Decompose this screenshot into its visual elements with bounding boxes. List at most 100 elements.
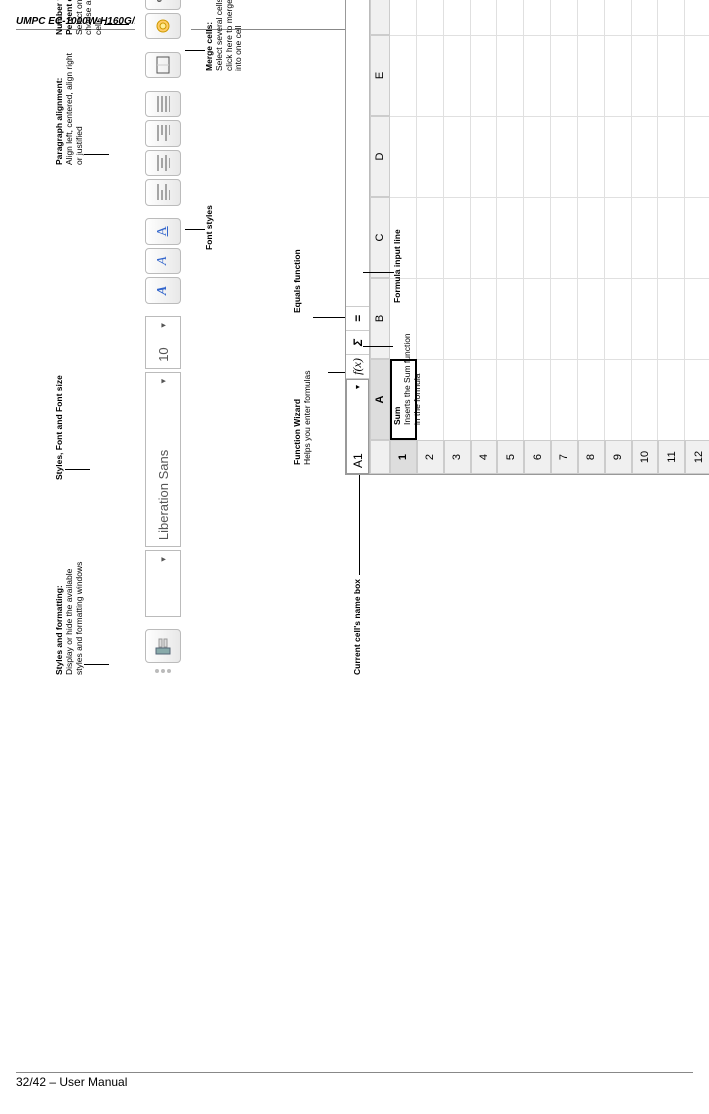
- cell[interactable]: [390, 0, 417, 35]
- row-header[interactable]: 10: [632, 440, 659, 474]
- merge-cells-button[interactable]: [145, 52, 181, 79]
- cell[interactable]: [524, 116, 551, 197]
- cell[interactable]: [417, 0, 444, 35]
- column-header[interactable]: C: [370, 197, 390, 278]
- cell[interactable]: [658, 359, 685, 440]
- cell[interactable]: [658, 116, 685, 197]
- cell[interactable]: [471, 197, 498, 278]
- cell[interactable]: [444, 0, 471, 35]
- cell[interactable]: [605, 197, 632, 278]
- row-header[interactable]: 4: [471, 440, 498, 474]
- column-header[interactable]: A: [370, 359, 390, 440]
- cell[interactable]: [632, 0, 659, 35]
- name-box[interactable]: A1▾: [346, 379, 369, 474]
- row-header[interactable]: 11: [658, 440, 685, 474]
- cell[interactable]: [685, 278, 709, 359]
- cell[interactable]: [632, 359, 659, 440]
- cell[interactable]: [471, 278, 498, 359]
- cell[interactable]: [444, 35, 471, 116]
- cell[interactable]: [497, 359, 524, 440]
- cell[interactable]: [632, 278, 659, 359]
- cell[interactable]: [685, 359, 709, 440]
- column-header[interactable]: F: [370, 0, 390, 35]
- cell[interactable]: [524, 359, 551, 440]
- cell[interactable]: [444, 116, 471, 197]
- cell[interactable]: [551, 0, 578, 35]
- cell[interactable]: [524, 35, 551, 116]
- function-wizard-button[interactable]: f(x): [346, 355, 369, 379]
- row-header[interactable]: 2: [417, 440, 444, 474]
- cell[interactable]: [578, 197, 605, 278]
- cell[interactable]: [551, 197, 578, 278]
- cell[interactable]: [632, 197, 659, 278]
- cell[interactable]: [685, 197, 709, 278]
- cell[interactable]: [390, 35, 417, 116]
- row-header[interactable]: 12: [685, 440, 709, 474]
- sum-button[interactable]: Σ: [346, 331, 369, 355]
- cell[interactable]: [417, 116, 444, 197]
- styles-formatting-button[interactable]: [145, 629, 181, 663]
- cell[interactable]: [471, 0, 498, 35]
- cell[interactable]: [524, 197, 551, 278]
- align-center-button[interactable]: [145, 150, 181, 177]
- cell[interactable]: [390, 116, 417, 197]
- cell[interactable]: [658, 0, 685, 35]
- cell[interactable]: [417, 35, 444, 116]
- cell[interactable]: [471, 359, 498, 440]
- currency-button[interactable]: [145, 13, 181, 40]
- cell[interactable]: [551, 116, 578, 197]
- row-header[interactable]: 6: [524, 440, 551, 474]
- cell[interactable]: [685, 116, 709, 197]
- cell[interactable]: [605, 278, 632, 359]
- cell[interactable]: [444, 197, 471, 278]
- row-header[interactable]: 3: [444, 440, 471, 474]
- cell[interactable]: [578, 359, 605, 440]
- cell[interactable]: [444, 278, 471, 359]
- cell[interactable]: [497, 0, 524, 35]
- row-header[interactable]: 8: [578, 440, 605, 474]
- cell[interactable]: [658, 278, 685, 359]
- align-right-button[interactable]: [145, 120, 181, 147]
- bold-button[interactable]: A: [145, 277, 181, 304]
- cell[interactable]: [658, 35, 685, 116]
- cell[interactable]: [605, 359, 632, 440]
- cell[interactable]: [497, 116, 524, 197]
- cell[interactable]: [605, 35, 632, 116]
- cell[interactable]: [551, 359, 578, 440]
- column-header[interactable]: D: [370, 116, 390, 197]
- percent-button[interactable]: %: [145, 0, 181, 10]
- cell[interactable]: [497, 35, 524, 116]
- cell[interactable]: [605, 0, 632, 35]
- cell[interactable]: [578, 0, 605, 35]
- style-combo[interactable]: ▾: [145, 550, 181, 617]
- cell[interactable]: [497, 278, 524, 359]
- cell[interactable]: [471, 35, 498, 116]
- font-name-combo[interactable]: Liberation Sans▾: [145, 372, 181, 547]
- cell[interactable]: [578, 35, 605, 116]
- align-left-button[interactable]: [145, 179, 181, 206]
- cell[interactable]: [497, 197, 524, 278]
- cell[interactable]: [471, 116, 498, 197]
- row-header[interactable]: 9: [605, 440, 632, 474]
- cell[interactable]: [578, 278, 605, 359]
- align-justify-button[interactable]: [145, 91, 181, 118]
- cell[interactable]: [551, 35, 578, 116]
- formula-input[interactable]: [346, 0, 369, 307]
- italic-button[interactable]: A: [145, 248, 181, 275]
- cell[interactable]: [524, 278, 551, 359]
- cell[interactable]: [551, 278, 578, 359]
- font-size-combo[interactable]: 10▾: [145, 316, 181, 369]
- row-header[interactable]: 1: [390, 440, 417, 474]
- cell[interactable]: [605, 116, 632, 197]
- cell[interactable]: [632, 35, 659, 116]
- cell[interactable]: [444, 359, 471, 440]
- row-header[interactable]: 7: [551, 440, 578, 474]
- column-header[interactable]: E: [370, 35, 390, 116]
- cell[interactable]: [578, 116, 605, 197]
- cell[interactable]: [685, 35, 709, 116]
- equals-button[interactable]: =: [346, 307, 369, 331]
- cell[interactable]: [632, 116, 659, 197]
- cell[interactable]: [685, 0, 709, 35]
- cell[interactable]: [524, 0, 551, 35]
- cell[interactable]: [417, 197, 444, 278]
